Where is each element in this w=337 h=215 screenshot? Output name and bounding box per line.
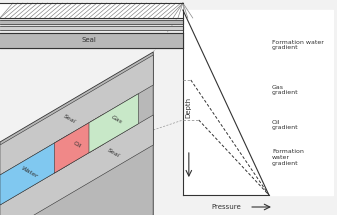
Text: Seal: Seal [82, 37, 96, 43]
Polygon shape [0, 115, 153, 215]
Text: Gas: Gas [110, 114, 123, 125]
Text: Oil
gradient: Oil gradient [272, 120, 299, 131]
Polygon shape [0, 134, 69, 205]
Text: Formation
water
gradient: Formation water gradient [272, 149, 304, 166]
Polygon shape [0, 52, 153, 215]
Text: Depth: Depth [186, 97, 192, 118]
Text: Pressure: Pressure [211, 204, 241, 210]
Text: Formation water
gradient: Formation water gradient [272, 40, 324, 50]
Polygon shape [0, 55, 153, 175]
Text: Seal: Seal [62, 114, 76, 125]
Text: Water: Water [20, 166, 39, 179]
Polygon shape [54, 114, 104, 173]
Text: Gas
gradient: Gas gradient [272, 84, 299, 95]
Text: Oil: Oil [72, 140, 82, 149]
Polygon shape [89, 94, 139, 153]
Text: Seal: Seal [106, 148, 121, 159]
